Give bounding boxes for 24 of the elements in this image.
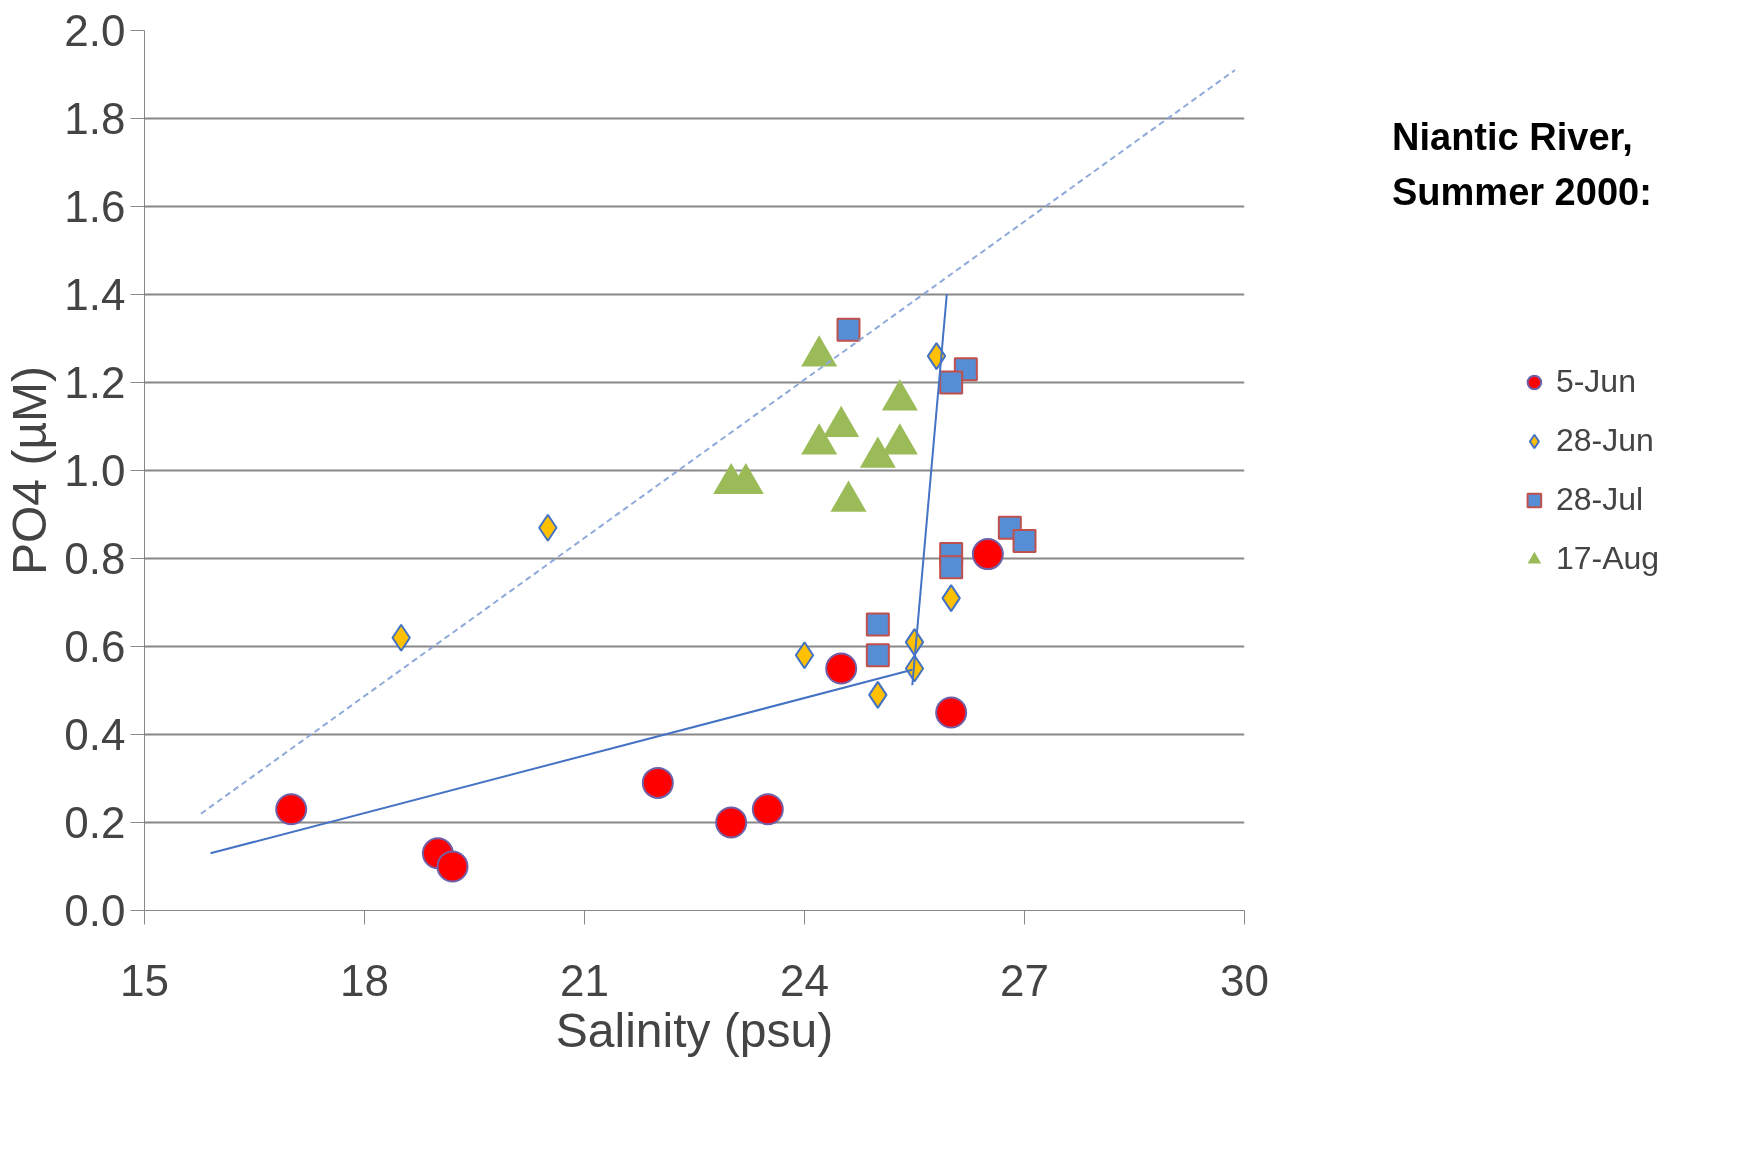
legend-label: 28-Jul — [1555, 481, 1644, 518]
y-tick-label: 0.0 — [64, 886, 126, 935]
y-tick-label: 0.2 — [64, 798, 126, 847]
x-tick-label: 15 — [120, 955, 169, 1005]
y-tick-label: 1.8 — [64, 94, 126, 143]
x-tick-label: 24 — [780, 955, 829, 1005]
y-tick-label: 0.4 — [64, 710, 126, 759]
text: Niantic River, Summer 2000: — [1392, 115, 1652, 216]
legend-label: 28-Jun — [1555, 422, 1654, 459]
y-tick-label: 1.0 — [64, 446, 126, 495]
x-tick-label: 30 — [1220, 955, 1269, 1005]
y-tick-label: 1.2 — [64, 358, 126, 407]
legend-label: 5-Jun — [1555, 363, 1636, 400]
y-tick-label: 0.8 — [64, 534, 126, 583]
x-axis-title: Salinity (psu) — [555, 1003, 834, 1057]
x-tick-label: 27 — [1000, 955, 1049, 1005]
y-tick-label: 2.0 — [64, 6, 126, 55]
y-tick-label: 0.6 — [64, 622, 126, 671]
y-axis-title: PO4 (µM) — [3, 366, 57, 575]
x-tick-label: 21 — [560, 955, 609, 1005]
y-tick-label: 1.6 — [64, 182, 126, 231]
y-tick-label: 1.4 — [64, 270, 126, 319]
x-tick-label: 18 — [340, 955, 389, 1005]
legend-label: 17-Aug — [1555, 540, 1660, 577]
